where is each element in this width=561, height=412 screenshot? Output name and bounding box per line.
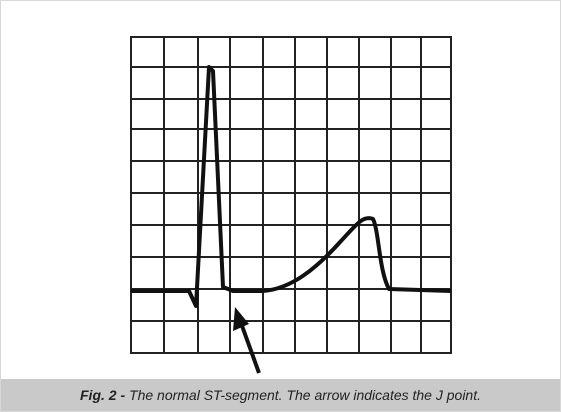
grid-border xyxy=(130,36,452,354)
grid-columns xyxy=(163,37,422,353)
caption-text: The normal ST-segment. The arrow indicat… xyxy=(129,387,481,403)
caption-label: Fig. 2 - xyxy=(80,387,126,403)
grid-rows xyxy=(131,66,451,322)
ecg-figure xyxy=(130,36,452,374)
caption: Fig. 2 - The normal ST-segment. The arro… xyxy=(1,379,560,411)
j-point-arrow xyxy=(233,307,261,374)
grid xyxy=(130,36,452,354)
ecg-trace xyxy=(131,65,452,308)
arrow-shaft xyxy=(239,322,261,374)
arrow-head xyxy=(233,307,249,331)
